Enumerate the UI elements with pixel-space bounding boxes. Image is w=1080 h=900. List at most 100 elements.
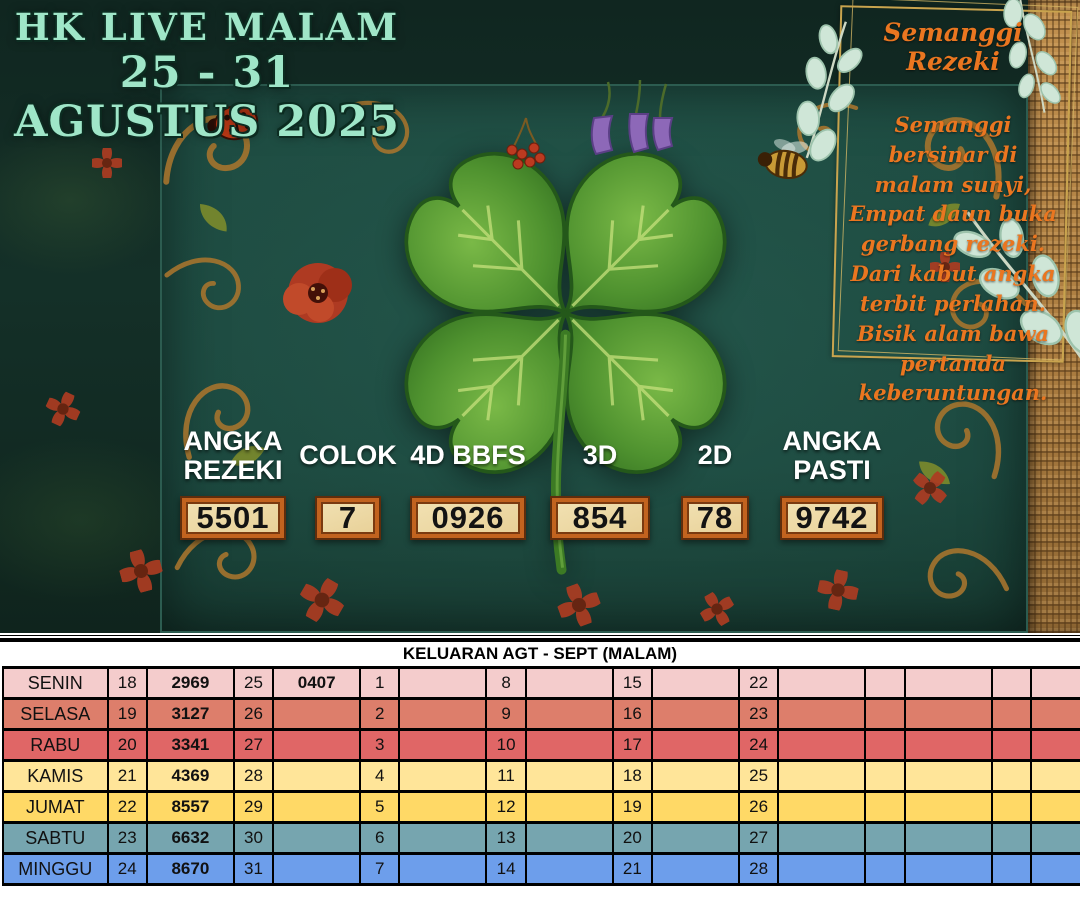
result-cell	[272, 790, 362, 824]
result-cell	[272, 728, 362, 762]
result-cell	[1029, 697, 1080, 731]
day-cell: JUMAT	[2, 790, 109, 824]
result-cell: 2969	[145, 666, 235, 700]
result-cell	[651, 852, 740, 886]
date-cell: 4	[359, 759, 401, 793]
result-cell	[398, 697, 488, 731]
date-cell: 27	[232, 728, 275, 762]
date-cell: 20	[611, 821, 654, 855]
date-cell: 15	[611, 666, 654, 700]
date-cell	[864, 666, 906, 700]
poem-line: Dari kabut angka	[850, 261, 1056, 287]
prediction-group: COLOK 7	[299, 424, 397, 540]
result-cell	[651, 666, 740, 700]
prediction-label: COLOK	[299, 440, 397, 471]
date-cell: 14	[485, 852, 527, 886]
result-cell: 4369	[145, 759, 235, 793]
date-cell: 24	[737, 728, 780, 762]
result-cell	[398, 759, 488, 793]
result-cell	[903, 728, 993, 762]
table-row: RABU 20 3341 27 3 10 17 24	[2, 728, 1080, 762]
date-cell: 27	[737, 821, 780, 855]
poster-title: HK LIVE MALAM	[14, 5, 400, 49]
result-cell	[272, 852, 362, 886]
poster-heading: HK LIVE MALAM 25 - 31 AGUSTUS 2025	[6, 6, 408, 147]
date-cell: 13	[485, 821, 527, 855]
poem-line: gerbang rezeki.	[860, 231, 1046, 257]
poem-line: pertanda	[900, 350, 1006, 376]
date-cell: 26	[737, 790, 780, 824]
table-row: SELASA 19 3127 26 2 9 16 23	[2, 697, 1080, 731]
result-cell	[398, 790, 488, 824]
result-cell	[398, 728, 488, 762]
date-cell: 2	[359, 697, 401, 731]
result-cell	[903, 666, 993, 700]
result-cell	[777, 852, 867, 886]
prediction-value-box: 5501	[180, 496, 286, 540]
date-cell: 5	[359, 790, 401, 824]
prediction-group: 3D 854	[548, 424, 652, 540]
date-cell: 19	[106, 697, 148, 731]
date-cell	[864, 852, 906, 886]
poem-lines: Semanggi bersinar di malam sunyi, Empat da…	[843, 110, 1063, 408]
result-cell	[903, 697, 993, 731]
result-cell	[777, 697, 867, 731]
date-cell: 12	[485, 790, 527, 824]
result-cell	[524, 790, 614, 824]
date-cell: 10	[485, 728, 527, 762]
prediction-group: 2D 78	[678, 424, 752, 540]
date-cell: 1	[359, 666, 401, 700]
result-cell: 8670	[145, 852, 235, 886]
date-cell	[864, 821, 906, 855]
result-cell	[524, 852, 614, 886]
prediction-label: ANGKA PASTI	[782, 425, 882, 485]
result-cell	[777, 666, 867, 700]
date-cell: 24	[106, 852, 148, 886]
table-row: SENIN 18 2969 25 0407 1 8 15 22	[2, 666, 1080, 700]
result-cell	[1029, 790, 1080, 824]
date-cell: 29	[232, 790, 275, 824]
result-cell	[903, 790, 993, 824]
day-cell: SENIN	[2, 666, 109, 700]
date-cell: 28	[737, 852, 780, 886]
result-cell	[1029, 728, 1080, 762]
poppy-icon	[283, 263, 352, 323]
result-cell	[651, 728, 740, 762]
result-cell	[398, 666, 488, 700]
result-cell	[651, 821, 740, 855]
day-cell: SELASA	[2, 697, 109, 731]
date-cell: 25	[232, 666, 275, 700]
date-cell: 25	[737, 759, 780, 793]
prediction-label: ANGKA REZEKI	[183, 425, 283, 485]
table-row: SABTU 23 6632 30 6 13 20 27	[2, 821, 1080, 855]
date-cell: 21	[106, 759, 148, 793]
poster-illustration: HK LIVE MALAM 25 - 31 AGUSTUS 2025 Seman…	[0, 0, 1080, 633]
result-cell	[651, 759, 740, 793]
result-cell: 0407	[272, 666, 362, 700]
ladybug-icon	[207, 104, 259, 141]
date-cell	[864, 759, 906, 793]
prediction-group: ANGKA REZEKI 5501	[170, 424, 296, 540]
poem-line: Bisik alam bawa	[856, 320, 1050, 346]
result-cell	[524, 759, 614, 793]
date-cell: 9	[485, 697, 527, 731]
result-cell	[272, 759, 362, 793]
table-title: KELUARAN AGT - SEPT (MALAM)	[0, 642, 1080, 666]
prediction-value-box: 0926	[410, 496, 526, 540]
result-cell	[398, 852, 488, 886]
date-cell	[990, 728, 1032, 762]
day-cell: MINGGU	[2, 852, 109, 886]
date-cell: 21	[611, 852, 654, 886]
predictions: ANGKA REZEKI 5501 COLOK 7 4D BBFS 0926 3D 854 2D…	[0, 424, 1080, 564]
result-cell	[272, 697, 362, 731]
date-cell	[990, 666, 1032, 700]
result-cell	[524, 728, 614, 762]
result-cell: 3341	[145, 728, 235, 762]
date-cell: 17	[611, 728, 654, 762]
result-cell	[524, 821, 614, 855]
result-cell	[651, 790, 740, 824]
date-cell: 18	[611, 759, 654, 793]
date-cell: 26	[232, 697, 275, 731]
poem-title: Semanggi Rezeki	[883, 18, 1023, 76]
